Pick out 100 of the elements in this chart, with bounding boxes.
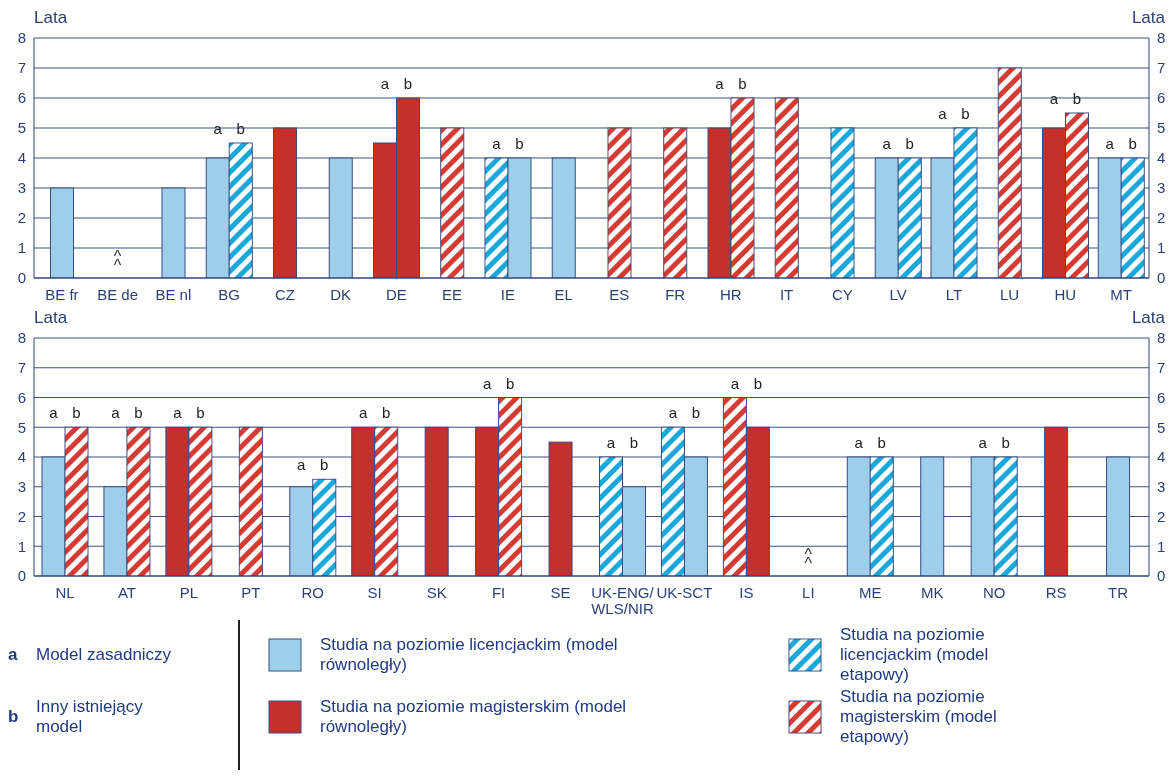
y-tick-label: 8 — [17, 29, 26, 47]
text: ^^ — [804, 546, 813, 572]
x-tick-label: IS — [739, 584, 754, 601]
y2-tick-label: 2 — [1157, 209, 1166, 227]
x-tick-label: CZ — [274, 286, 295, 303]
text: a — [482, 374, 492, 392]
y-tick-label: 5 — [17, 119, 26, 137]
text: a — [1105, 135, 1114, 152]
y-tick-label: 2 — [17, 507, 26, 525]
x-tick-label: LV — [889, 286, 907, 303]
x-tick-label: SK — [426, 584, 447, 601]
y-tick-label: 8 — [17, 329, 26, 347]
text: a — [8, 645, 19, 665]
x-tick-label: DE — [385, 286, 407, 303]
text: a — [111, 404, 120, 422]
y2-tick-label: 1 — [1157, 537, 1166, 555]
text: a — [1049, 90, 1059, 107]
category-label: Studia na poziomie magisterskim (model etapowy) — [840, 687, 998, 747]
category-label: Studia na poziomie licencjackim (model etapowy) — [840, 625, 990, 685]
text: b — [382, 404, 391, 422]
x-tick-label: HR — [720, 286, 742, 303]
text: b — [691, 404, 701, 422]
y2-tick-label: 7 — [1157, 59, 1166, 77]
text: a — [730, 374, 740, 392]
y2-tick-label: 5 — [1157, 119, 1166, 137]
y2-tick-label: 6 — [1157, 388, 1166, 406]
x-tick-label: MT — [1110, 286, 1132, 303]
y-tick-label: 1 — [17, 537, 26, 555]
x-tick-label: UK-SCT — [656, 584, 713, 601]
text: a — [380, 75, 390, 92]
x-tick-label: IT — [779, 286, 794, 303]
y-tick-label: 3 — [17, 179, 26, 197]
y-tick-label: 1 — [17, 239, 26, 257]
x-tick-label: BE fr — [45, 286, 79, 303]
x-tick-label: IE — [500, 286, 515, 303]
text: Model zasadniczy — [36, 645, 173, 665]
x-tick-label: BE de — [97, 286, 139, 303]
y-tick-label: 4 — [17, 448, 26, 466]
text: a — [854, 434, 863, 451]
y2-tick-label: 3 — [1157, 478, 1166, 496]
y-tick-label: 3 — [17, 478, 26, 496]
y2-tick-label: 1 — [1157, 239, 1166, 257]
y2-tick-label: 0 — [1157, 567, 1166, 585]
text: b — [134, 404, 143, 422]
y2-tick-label: 4 — [1157, 448, 1166, 466]
y-tick-label: 0 — [17, 567, 26, 585]
series-label: b — [236, 120, 245, 137]
x-tick-label: DK — [330, 286, 352, 303]
series-label: a — [173, 404, 183, 422]
x-tick-label: CY — [831, 286, 853, 303]
x-tick-label: RO — [301, 584, 324, 601]
x-tick-label: PL — [179, 584, 199, 601]
x-tick-label: UK-ENG/WLS/NIR — [591, 584, 655, 617]
category-label: Studia na poziomie licencjackim (model równoległy) — [320, 635, 619, 675]
text: b — [1001, 434, 1010, 451]
y-axis-title: Lata — [34, 8, 68, 28]
x-tick-label: NL — [55, 584, 75, 601]
x-tick-label: EE — [442, 286, 463, 303]
x-tick-label: NO — [982, 584, 1006, 601]
text: b — [515, 135, 524, 152]
y-tick-label: 2 — [17, 209, 26, 227]
category-label: Studia na poziomie magisterskim (model równoległy) — [320, 697, 628, 737]
text: b — [1072, 90, 1082, 107]
text: b — [753, 374, 763, 392]
text: b — [905, 135, 914, 152]
y2-tick-label: 2 — [1157, 507, 1166, 525]
x-tick-label: BE nl — [155, 286, 192, 303]
text: b — [1128, 135, 1137, 152]
x-tick-label: TR — [1108, 584, 1129, 601]
x-tick-label: HU — [1054, 286, 1077, 303]
y2-axis-title: Lata — [1131, 8, 1165, 28]
y2-tick-label: 8 — [1157, 329, 1166, 347]
y-tick-label: 5 — [17, 418, 26, 436]
x-tick-label: MK — [920, 584, 944, 601]
y2-tick-label: 4 — [1157, 149, 1166, 167]
x-tick-label: RS — [1045, 584, 1067, 601]
x-tick-label: SI — [367, 584, 382, 601]
text: b — [196, 404, 205, 422]
text: Inny istniejący model — [36, 697, 144, 737]
y2-tick-label: 8 — [1157, 29, 1166, 47]
text: b — [403, 75, 413, 92]
x-tick-label: LU — [1000, 286, 1020, 303]
text: b — [8, 707, 20, 727]
text: a — [938, 105, 947, 122]
text: a — [297, 456, 306, 474]
y-tick-label: 7 — [17, 59, 26, 77]
text: a — [668, 404, 678, 422]
y-tick-label: 4 — [17, 149, 26, 167]
x-tick-label: FI — [491, 584, 506, 601]
x-tick-label: BG — [218, 286, 240, 303]
y2-tick-label: 0 — [1157, 269, 1166, 287]
y2-tick-label: 7 — [1157, 359, 1166, 377]
y2-axis-title: Lata — [1131, 308, 1165, 328]
y2-tick-label: 3 — [1157, 179, 1166, 197]
y2-tick-label: 5 — [1157, 418, 1166, 436]
text: b — [961, 105, 970, 122]
series-label: a — [492, 135, 502, 152]
y-tick-label: 6 — [17, 89, 26, 107]
text: a — [49, 404, 58, 422]
text: b — [320, 456, 329, 474]
